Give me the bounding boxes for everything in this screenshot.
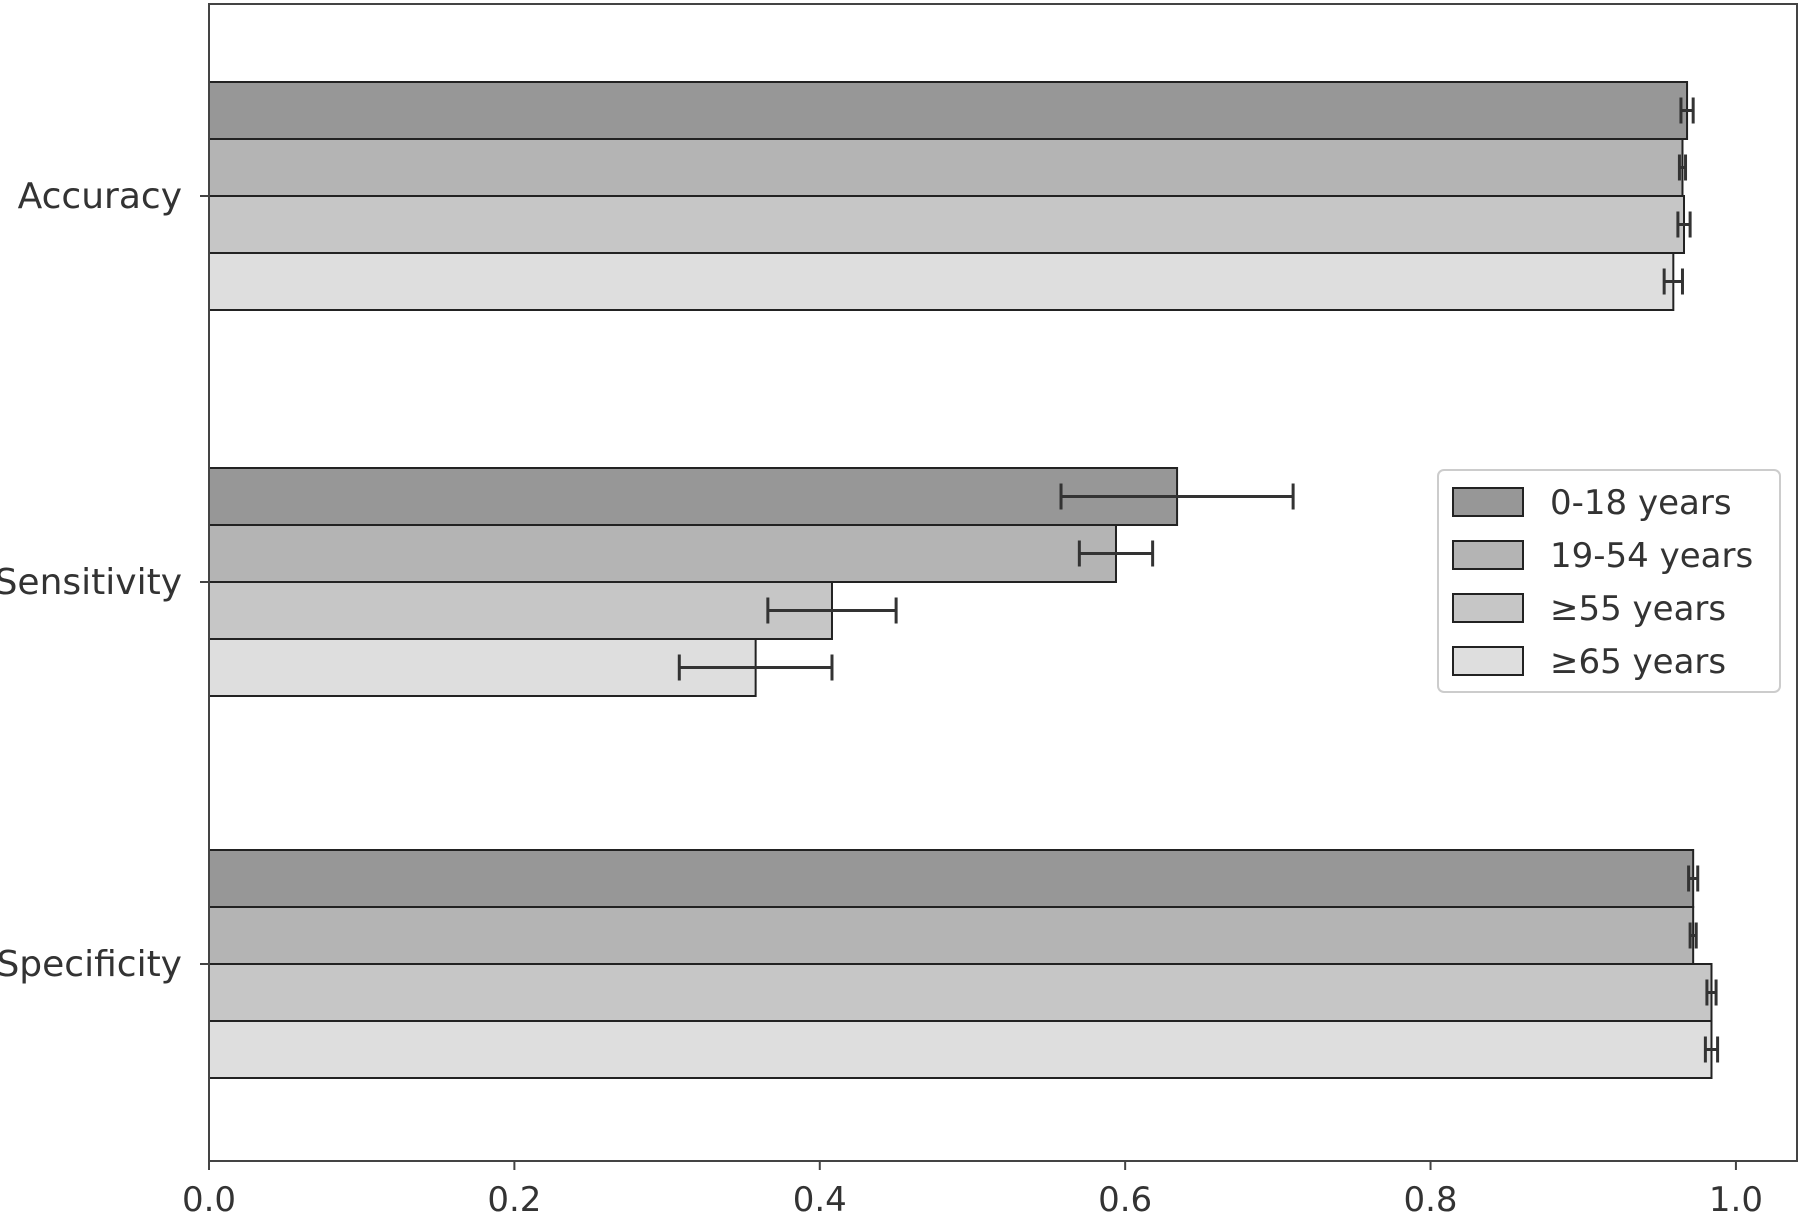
x-tick-label-0-8: 0.8 [1403,1180,1457,1220]
error-bar-specificity-0-18-years [1687,865,1700,892]
legend-swatch-19-54-years [1452,540,1524,570]
bar-accuracy-19-54-years [208,138,1684,197]
x-tick-label-1-0: 1.0 [1709,1180,1763,1220]
bar-sensitivity-19-54-years [208,524,1117,583]
error-bar-accuracy-ge55-years [1676,211,1692,238]
legend-label-ge65-years: ≥65 years [1550,642,1726,682]
error-bar-accuracy-19-54-years [1677,154,1688,181]
bar-accuracy-0-18-years [208,81,1689,140]
legend-label-ge55-years: ≥55 years [1550,589,1726,629]
x-tick-label-0-4: 0.4 [793,1180,847,1220]
x-tick-label-0-2: 0.2 [487,1180,541,1220]
bar-sensitivity-0-18-years [208,467,1179,526]
legend: 0-18 years 19-54 years ≥55 years ≥65 years [1437,469,1781,693]
legend-label-0-18-years: 0-18 years [1550,483,1732,523]
x-tick-label-0-6: 0.6 [1098,1180,1152,1220]
bar-accuracy-ge55-years [208,195,1686,254]
error-bar-specificity-19-54-years [1688,922,1698,949]
bar-specificity-ge55-years [208,963,1713,1022]
bar-specificity-0-18-years [208,849,1695,908]
x-axis: 0.0 0.2 0.4 0.6 0.8 1.0 [182,1161,1763,1220]
y-tick-label-specificity: Specificity [0,944,182,985]
error-bar-sensitivity-0-18-years [1059,483,1295,510]
error-bars-layer [677,97,1720,1063]
legend-swatch-0-18-years [1452,487,1524,517]
legend-swatch-ge55-years [1452,593,1524,623]
error-bar-accuracy-ge65-years [1662,268,1684,295]
x-tick-label-0-0: 0.0 [182,1180,236,1220]
bar-accuracy-ge65-years [208,252,1675,311]
error-bar-sensitivity-19-54-years [1077,540,1155,567]
bar-specificity-19-54-years [208,906,1695,965]
error-bar-accuracy-0-18-years [1679,97,1695,124]
error-bar-sensitivity-ge55-years [766,597,898,624]
error-bar-specificity-ge55-years [1705,979,1718,1006]
y-axis: Accuracy Sensitivity Specificity [0,176,209,985]
legend-swatch-ge65-years [1452,646,1524,676]
bars-layer [208,81,1713,1079]
bar-sensitivity-ge55-years [208,581,833,640]
error-bar-sensitivity-ge65-years [677,654,834,681]
error-bar-specificity-ge65-years [1703,1036,1720,1063]
bar-sensitivity-ge65-years [208,638,757,697]
bar-specificity-ge65-years [208,1020,1713,1079]
y-tick-label-sensitivity: Sensitivity [0,562,182,603]
y-tick-label-accuracy: Accuracy [18,176,182,217]
legend-box [1437,469,1781,693]
legend-label-19-54-years: 19-54 years [1550,536,1753,576]
